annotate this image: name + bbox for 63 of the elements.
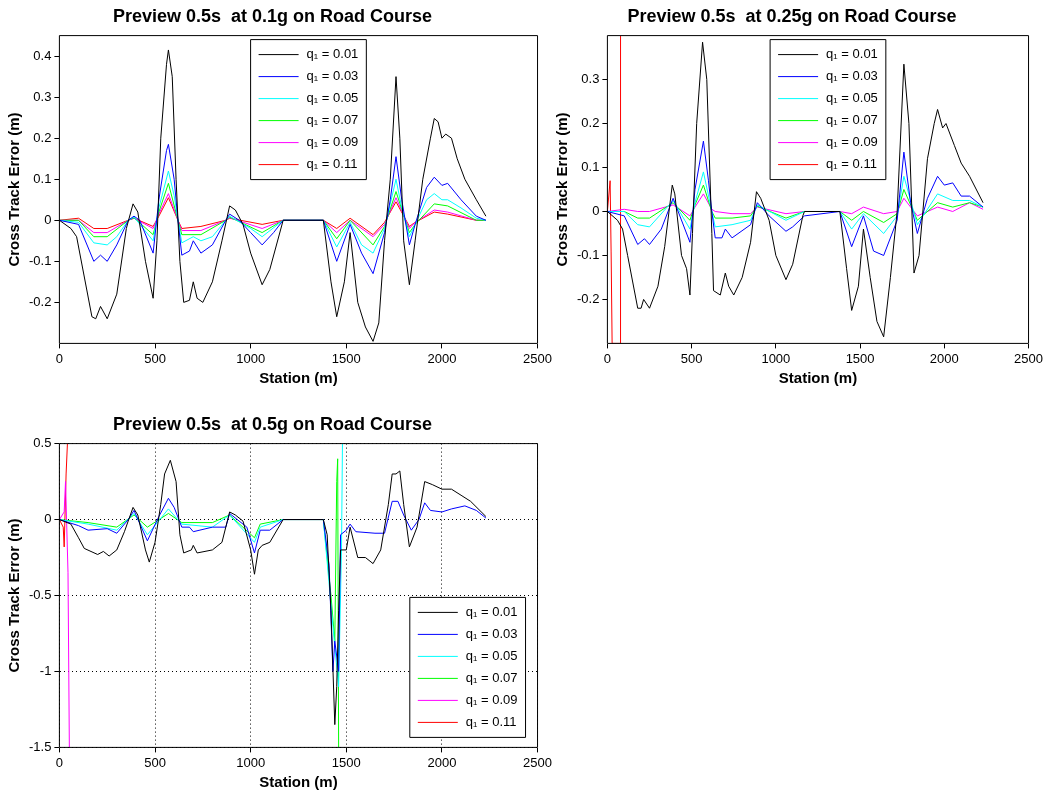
y-tick-label: -0.2 [576,291,600,307]
x-tick-label: 2000 [427,350,457,366]
y-tick-label: 0.3 [581,71,600,87]
legend-label: q₁ = 0.07 [465,669,518,685]
x-axis-title: Station (m) [259,773,338,791]
y-tick-label: 0.4 [33,47,52,63]
legend-label: q₁ = 0.03 [465,625,518,641]
x-tick-label: 2500 [523,754,552,770]
x-tick-label: 2000 [929,350,959,366]
y-tick-label: 0.1 [581,159,600,175]
legend-label: q₁ = 0.11 [465,713,517,729]
legend-label: q₁ = 0.11 [826,156,877,172]
y-tick-label: -1.5 [28,738,52,754]
y-tick-label: 0 [44,511,52,527]
legend-label: q₁ = 0.03 [826,68,878,84]
legend-label: q₁ = 0.11 [306,156,358,172]
chart-title: Preview 0.5s at 0.25g on Road Course [627,5,957,26]
y-tick-label: 0.1 [33,170,52,186]
x-tick-label: 0 [55,350,64,366]
x-tick-label: 500 [144,754,166,770]
y-tick-label: 0.2 [581,115,600,131]
legend-label: q₁ = 0.05 [826,90,878,106]
x-tick-label: 0 [55,754,64,770]
x-tick-label: 1500 [331,754,361,770]
x-tick-label: 1500 [845,350,875,366]
legend-label: q₁ = 0.05 [465,647,518,663]
x-tick-label: 500 [144,350,166,366]
legend-label: q₁ = 0.07 [306,112,359,128]
legend-label: q₁ = 0.05 [306,90,359,106]
y-axis-title: Cross Track Error (m) [5,112,23,267]
legend-label: q₁ = 0.03 [306,68,359,84]
x-tick-label: 500 [680,350,703,366]
x-tick-label: 0 [603,350,612,366]
y-tick-label: 0.3 [33,88,52,104]
legend-label: q₁ = 0.01 [306,46,359,62]
x-tick-label: 1500 [331,350,361,366]
y-axis-title: Cross Track Error (m) [553,112,571,267]
x-tick-label: 2500 [1014,350,1043,366]
y-tick-label: -0.1 [576,247,600,263]
x-tick-label: 1000 [761,350,791,366]
legend-label: q₁ = 0.09 [306,134,359,150]
y-tick-label: 0 [44,211,52,227]
y-tick-label: -1 [39,663,52,679]
x-tick-label: 2000 [427,754,457,770]
x-tick-label: 2500 [523,350,552,366]
legend-label: q₁ = 0.09 [465,691,518,707]
legend-label: q₁ = 0.01 [826,46,878,62]
y-tick-label: -0.2 [28,293,52,309]
x-tick-label: 1000 [236,754,266,770]
y-tick-label: -0.5 [28,587,52,603]
y-tick-label: 0.2 [33,129,52,145]
y-tick-label: -0.1 [28,252,52,268]
chart-title: Preview 0.5s at 0.1g on Road Course [112,5,433,26]
x-axis-title: Station (m) [259,369,338,387]
legend-label: q₁ = 0.07 [826,112,878,128]
y-tick-label: 0.5 [33,435,52,451]
legend-label: q₁ = 0.09 [826,134,878,150]
x-tick-label: 1000 [236,350,266,366]
legend-label: q₁ = 0.01 [465,603,518,619]
y-axis-title: Cross Track Error (m) [5,518,23,673]
chart-title: Preview 0.5s at 0.5g on Road Course [112,413,433,434]
y-tick-label: 0 [592,203,600,219]
x-axis-title: Station (m) [778,369,858,387]
